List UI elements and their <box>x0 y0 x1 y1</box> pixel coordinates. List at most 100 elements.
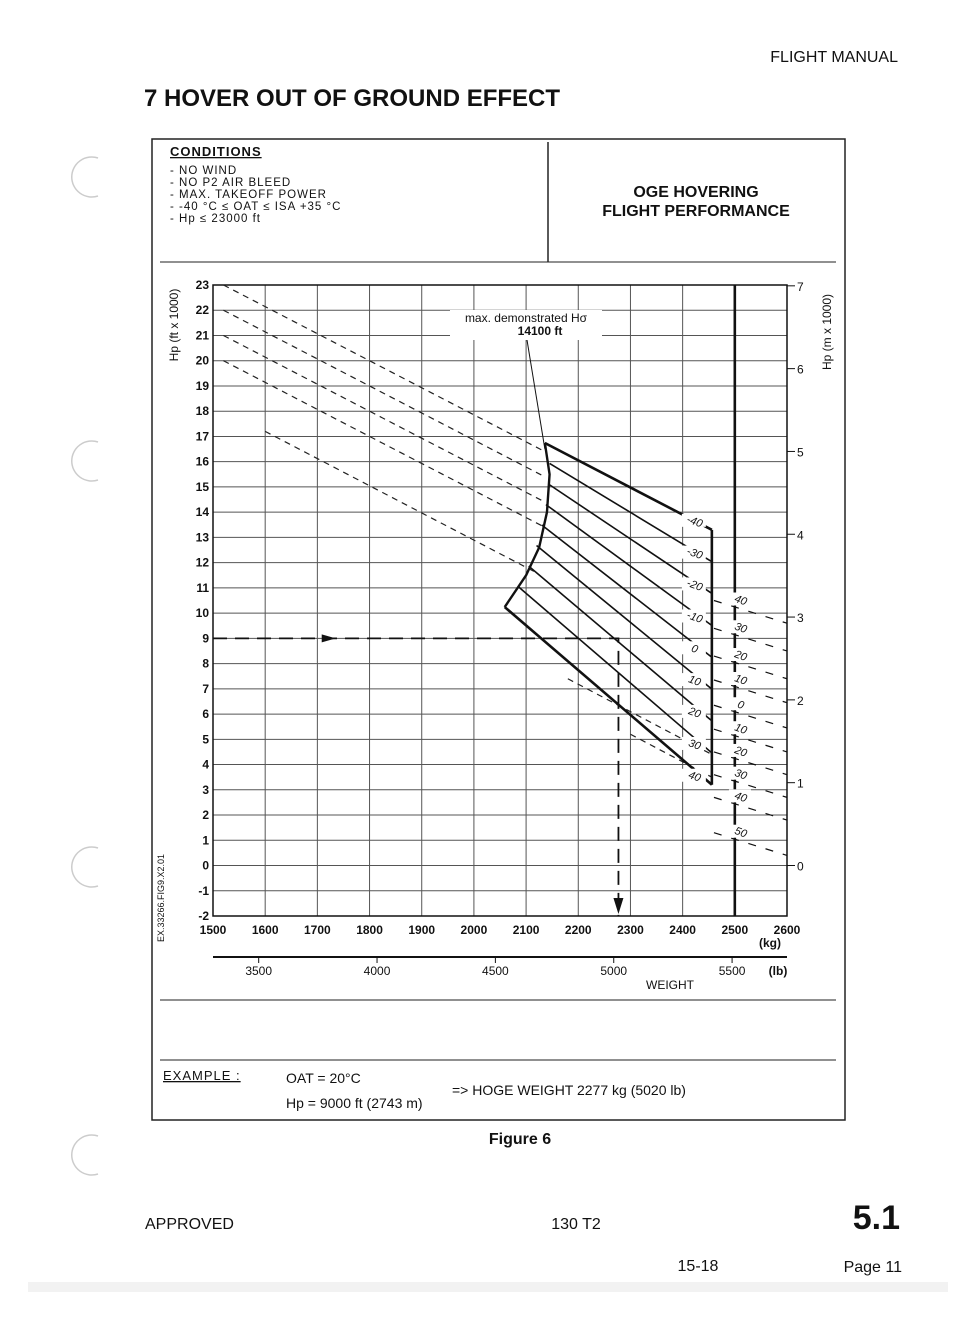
example-result: => HOGE WEIGHT 2277 kg (5020 lb) <box>452 1082 686 1098</box>
oat-line <box>549 462 713 563</box>
section-title: 7 HOVER OUT OF GROUND EFFECT <box>144 85 560 112</box>
y-tick-label: 10 <box>196 606 210 620</box>
y-tick-label: 12 <box>196 556 210 570</box>
x-tick-label: 2600 <box>774 923 801 937</box>
condition: - MAX. TAKEOFF POWER <box>170 189 327 201</box>
reference-line <box>223 334 546 503</box>
x-tick-label: 1800 <box>356 923 383 937</box>
doc-number: 15-18 <box>678 1258 719 1275</box>
callout-value: 14100 ft <box>518 324 563 338</box>
example-oat: OAT = 20°C <box>286 1070 361 1086</box>
condition: - Hp ≤ 23000 ft <box>170 213 261 225</box>
label-bg <box>681 641 706 655</box>
y-tick-label: 16 <box>196 455 210 469</box>
section-number: 5.1 <box>853 1199 900 1237</box>
conditions-heading: CONDITIONS <box>170 144 262 159</box>
y2-tick-label: 3 <box>797 611 804 625</box>
oat-line <box>548 483 713 595</box>
manual-name: FLIGHT MANUAL <box>770 49 898 66</box>
isa-label: 40 <box>733 593 749 609</box>
isa-label: 20 <box>732 648 749 664</box>
page-number: Page 11 <box>844 1259 903 1276</box>
y-tick-label: 21 <box>196 328 210 342</box>
isa-line <box>713 728 788 753</box>
y-axis-label: Hp (ft x 1000) <box>167 289 181 362</box>
label-bg <box>728 766 751 780</box>
oat-label: 0 <box>690 643 701 657</box>
oat-label: -40 <box>685 514 705 531</box>
punch-holes <box>71 156 99 1176</box>
reference-line <box>223 284 546 453</box>
oat-label: 10 <box>687 673 703 689</box>
y-tick-label: 15 <box>196 480 210 494</box>
figure-caption: Figure 6 <box>489 1131 551 1148</box>
y-tick-label: 9 <box>202 631 209 645</box>
y-tick-label: -2 <box>198 909 209 923</box>
y-tick-label: 2 <box>202 808 209 822</box>
y2-tick-label: 7 <box>797 280 804 294</box>
label-bg <box>681 768 706 782</box>
isa-line <box>713 774 788 798</box>
y-tick-label: 23 <box>196 278 210 292</box>
oat-label: -10 <box>685 609 705 626</box>
figure-code: EX.33266.FIG9.X2.01 <box>156 854 166 942</box>
x-tick-label: 2200 <box>565 923 592 937</box>
x2-tick-label: 5000 <box>600 964 627 978</box>
isa-label: 10 <box>733 672 749 688</box>
x-tick-label: 1600 <box>252 923 279 937</box>
reference-line <box>264 430 537 574</box>
label-bg <box>728 592 751 606</box>
x-tick-label: 1700 <box>304 923 331 937</box>
oat-label: -30 <box>685 545 705 562</box>
oat-line <box>536 544 713 690</box>
y-tick-label: 3 <box>202 783 209 797</box>
oat-label: -20 <box>685 577 705 594</box>
isa-line <box>713 679 788 704</box>
label-bg <box>728 672 751 686</box>
x-tick-label: 2400 <box>669 923 696 937</box>
plot-frame <box>212 284 788 917</box>
model: 130 T2 <box>551 1216 601 1233</box>
isa-label: 10 <box>733 722 749 738</box>
y-tick-label: 17 <box>196 429 210 443</box>
y2-tick-label: 6 <box>797 363 804 377</box>
isa-line <box>713 796 788 821</box>
figure-frame <box>151 138 846 1121</box>
y2-tick-label: 2 <box>797 694 804 708</box>
oat-line <box>528 565 713 722</box>
label-bg <box>681 609 706 623</box>
isa-label: 0 <box>736 699 747 713</box>
label-bg <box>681 513 706 527</box>
y-tick-label: 4 <box>202 758 209 772</box>
y2-tick-label: 4 <box>797 528 804 542</box>
isa-label: 40 <box>733 790 749 806</box>
label-bg <box>728 743 751 757</box>
reference-line <box>630 733 713 778</box>
x-tick-label: 1500 <box>200 923 227 937</box>
condition: - NO WIND <box>170 165 237 177</box>
y2-axis-label: Hp (m x 1000) <box>820 294 834 370</box>
label-bg <box>728 721 751 735</box>
arrow-head <box>613 898 624 914</box>
x2-tick-label: 4500 <box>482 964 509 978</box>
conditions-list: - NO WIND- NO P2 AIR BLEED- MAX. TAKEOFF… <box>170 165 340 225</box>
callout-bg <box>450 310 602 340</box>
label-bg <box>728 697 751 711</box>
example-hp: Hp = 9000 ft (2743 m) <box>286 1095 423 1111</box>
label-bg <box>681 704 706 718</box>
oat-line <box>541 524 713 658</box>
y-tick-label: 7 <box>202 682 209 696</box>
isa-label: 30 <box>733 621 749 637</box>
x-tick-label: 2100 <box>513 923 540 937</box>
x2-tick-label: 5500 <box>719 964 746 978</box>
label-bg <box>681 673 706 687</box>
example-path <box>213 637 620 916</box>
isa-label: 20 <box>732 744 749 760</box>
y-tick-label: 5 <box>202 732 209 746</box>
isa-line <box>713 704 788 729</box>
oat-label: 20 <box>686 705 703 721</box>
page-edge <box>28 1282 948 1292</box>
x-tick-label: 1900 <box>408 923 435 937</box>
callout-line <box>526 339 546 450</box>
